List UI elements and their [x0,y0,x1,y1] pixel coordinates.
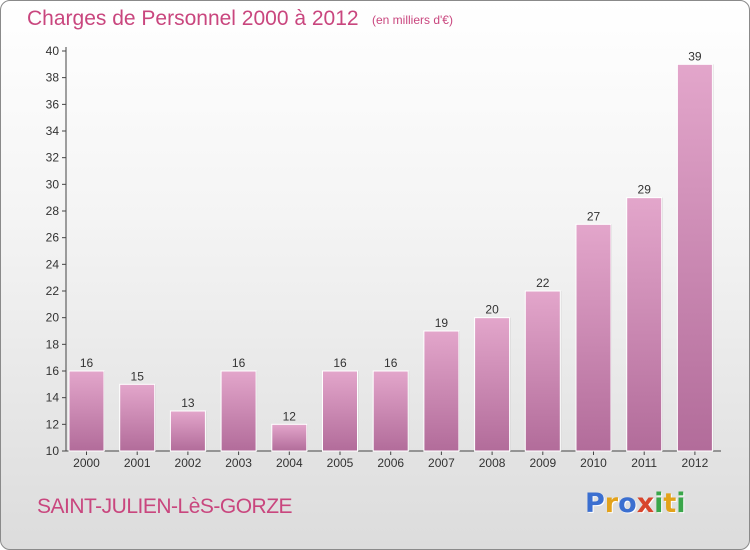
chart-subtitle: (en milliers d'€) [372,13,453,27]
y-tick-label: 10 [46,444,60,458]
bar [322,370,358,452]
bar [271,423,308,452]
bar-value-label: 16 [80,356,94,370]
y-tick-label: 26 [46,231,60,245]
x-tick-label: 2009 [529,456,556,470]
chart-title: Charges de Personnel 2000 à 2012 [27,7,359,30]
y-tick-label: 30 [46,177,60,191]
bar-value-label: 20 [485,303,499,317]
x-tick-label: 2000 [73,456,100,470]
y-tick-label: 20 [46,311,60,325]
bar [524,290,561,452]
x-axis: 2000 2001 2002 2003 2004 2005 2006 2007 2008 2009… [66,450,721,470]
x-tick-label: 2008 [479,456,506,470]
bar [676,63,713,452]
x-tick-label: 2012 [682,456,709,470]
bar [575,223,612,452]
bar [423,330,460,452]
x-tick-label: 2005 [327,456,354,470]
bar [474,317,511,452]
bars: 16 15 13 16 12 16 16 19 20 22 27 29 39 [68,49,714,452]
bar [220,370,257,452]
x-tick-label: 2003 [225,456,252,470]
y-tick-label: 14 [46,391,60,405]
y-tick-label: 32 [46,151,60,165]
x-tick-label: 2007 [428,456,455,470]
y-tick-label: 36 [46,97,60,111]
bar-value-label: 29 [638,183,652,197]
y-tick-label: 40 [46,44,60,58]
bar-value-label: 15 [131,369,145,383]
x-tick-label: 2006 [377,456,404,470]
y-tick-label: 12 [46,417,60,431]
bar-value-label: 19 [435,316,449,330]
bar-value-label: 16 [232,356,246,370]
y-tick-label: 22 [46,284,60,298]
bar-value-label: 12 [283,409,297,423]
proxiti-logo: Proxiti [585,488,686,519]
x-tick-label: 2010 [580,456,607,470]
bar [372,370,409,452]
y-tick-label: 34 [46,124,60,138]
x-tick-label: 2001 [124,456,151,470]
y-tick-label: 28 [46,204,60,218]
bar-value-label: 27 [587,209,601,223]
bar [119,383,156,452]
bar-value-label: 16 [333,356,347,370]
y-axis: 10 12 14 16 18 20 22 24 26 28 30 32 34 36 38 40 [46,44,67,458]
x-tick-label: 2004 [276,456,303,470]
bar [626,197,663,452]
bar-value-label: 39 [688,49,702,63]
bar-value-label: 22 [536,276,550,290]
bar [68,370,105,452]
y-tick-label: 38 [46,71,60,85]
y-tick-label: 24 [46,257,60,271]
place-name: SAINT-JULIEN-LèS-GORZE [37,495,293,518]
x-tick-label: 2011 [631,456,657,470]
bar-value-label: 13 [181,396,195,410]
bar-value-label: 16 [384,356,398,370]
x-tick-label: 2002 [175,456,202,470]
bar [169,410,206,452]
y-tick-label: 16 [46,364,60,378]
y-tick-label: 18 [46,337,60,351]
